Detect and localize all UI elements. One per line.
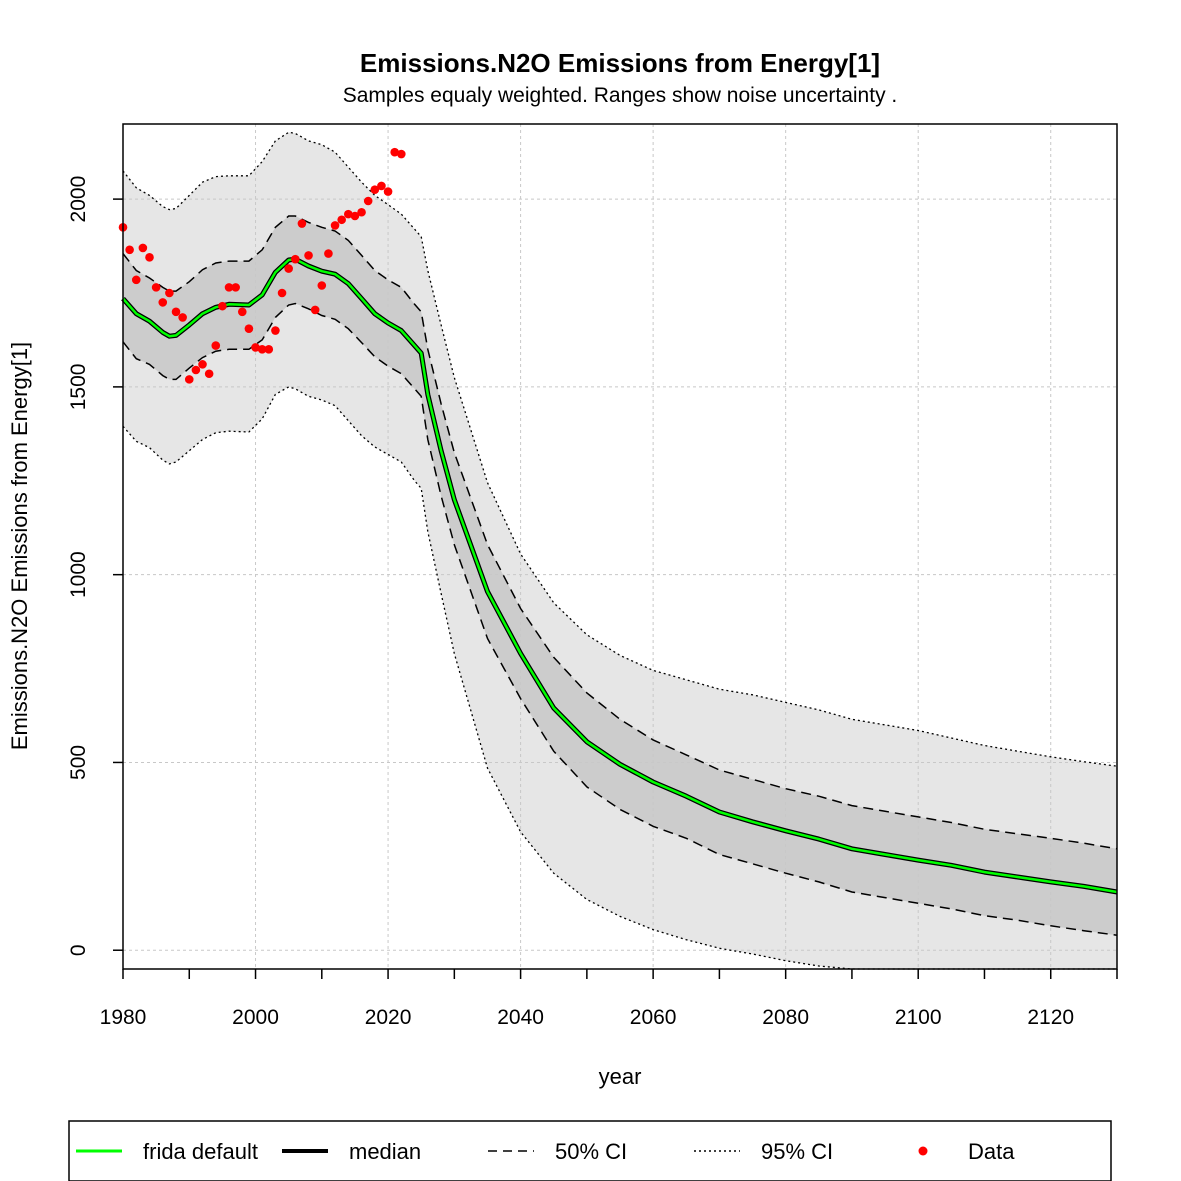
data-point bbox=[158, 298, 168, 307]
x-tick-label: 2000 bbox=[232, 1006, 279, 1029]
x-tick-label: 2100 bbox=[895, 1006, 942, 1029]
data-point bbox=[224, 283, 234, 292]
data-point bbox=[397, 149, 406, 159]
data-point bbox=[317, 281, 327, 290]
plot-frame bbox=[122, 123, 1118, 970]
data-point bbox=[211, 341, 221, 350]
band-50ci bbox=[123, 216, 1117, 936]
chart-title: Emissions.N2O Emissions from Energy[1] bbox=[360, 48, 880, 78]
x-tick-label: 2120 bbox=[1027, 1006, 1074, 1029]
data-point bbox=[304, 251, 313, 260]
data-point bbox=[125, 245, 134, 255]
data-point bbox=[171, 307, 181, 317]
data-point bbox=[390, 147, 399, 157]
y-axis-label: Emissions.N2O Emissions from Energy[1] bbox=[7, 342, 32, 750]
data-point bbox=[264, 345, 274, 354]
legend: frida default median 50% CI 95% CI Data bbox=[68, 1120, 1112, 1181]
x-tick-label: 2080 bbox=[762, 1006, 809, 1029]
data-point bbox=[184, 375, 194, 384]
data-point bbox=[244, 324, 254, 333]
y-tick-label: 1500 bbox=[67, 364, 90, 411]
data-point bbox=[271, 326, 280, 335]
legend-label-95ci: 95% CI bbox=[761, 1139, 833, 1164]
data-point bbox=[357, 207, 366, 217]
series-line-frida-default bbox=[122, 257, 1118, 894]
data-point bbox=[324, 249, 333, 258]
x-tick-label: 1980 bbox=[100, 1006, 147, 1029]
series-line-50ci-upper bbox=[122, 215, 1118, 850]
axis-ticks: 1980 2000 2020 2040 2060 2080 2100 2120 0 500 1000… bbox=[67, 176, 1118, 1029]
data-point bbox=[251, 343, 260, 352]
data-point bbox=[370, 185, 380, 195]
data-point bbox=[218, 301, 227, 311]
series-lines bbox=[121, 131, 1118, 970]
data-point bbox=[277, 288, 287, 298]
data-point bbox=[310, 305, 320, 315]
data-point bbox=[237, 307, 247, 317]
data-point bbox=[383, 187, 393, 196]
data-point bbox=[350, 211, 360, 221]
x-tick-label: 2040 bbox=[497, 1006, 544, 1029]
data-point bbox=[151, 283, 161, 292]
data-point bbox=[165, 288, 174, 298]
legend-label-frida-default: frida default bbox=[143, 1139, 258, 1164]
data-point bbox=[337, 215, 346, 225]
y-tick-label: 0 bbox=[67, 944, 90, 956]
x-tick-label: 2060 bbox=[630, 1006, 677, 1029]
chart-subtitle: Samples equaly weighted. Ranges show noi… bbox=[343, 84, 898, 107]
data-point bbox=[204, 369, 214, 379]
series-line-50ci-lower bbox=[122, 302, 1118, 936]
data-point bbox=[297, 219, 307, 228]
data-point bbox=[138, 243, 148, 253]
y-tick-label: 500 bbox=[67, 745, 90, 780]
legend-label-50ci: 50% CI bbox=[555, 1139, 627, 1164]
x-axis-label: year bbox=[599, 1064, 642, 1089]
series-line-95ci-upper bbox=[122, 131, 1118, 767]
data-point bbox=[198, 360, 207, 369]
data-point bbox=[344, 209, 353, 219]
data-point bbox=[284, 264, 293, 273]
y-tick-label: 1000 bbox=[67, 551, 90, 598]
legend-label-data: Data bbox=[968, 1139, 1015, 1164]
data-point bbox=[145, 253, 154, 262]
data-point bbox=[257, 345, 267, 354]
data-point bbox=[363, 196, 373, 206]
data-point bbox=[377, 181, 386, 191]
data-point bbox=[191, 365, 201, 375]
legend-label-median: median bbox=[349, 1139, 421, 1164]
y-tick-label: 2000 bbox=[67, 176, 90, 223]
data-point bbox=[231, 283, 240, 292]
x-tick-label: 2020 bbox=[365, 1006, 412, 1029]
data-point bbox=[330, 221, 340, 230]
uncertainty-bands bbox=[123, 132, 1117, 970]
data-points bbox=[118, 147, 406, 384]
data-point bbox=[290, 254, 300, 264]
data-point bbox=[178, 313, 187, 322]
data-point bbox=[131, 275, 141, 285]
legend-swatch-data bbox=[918, 1146, 928, 1156]
legend-box bbox=[68, 1120, 1112, 1181]
